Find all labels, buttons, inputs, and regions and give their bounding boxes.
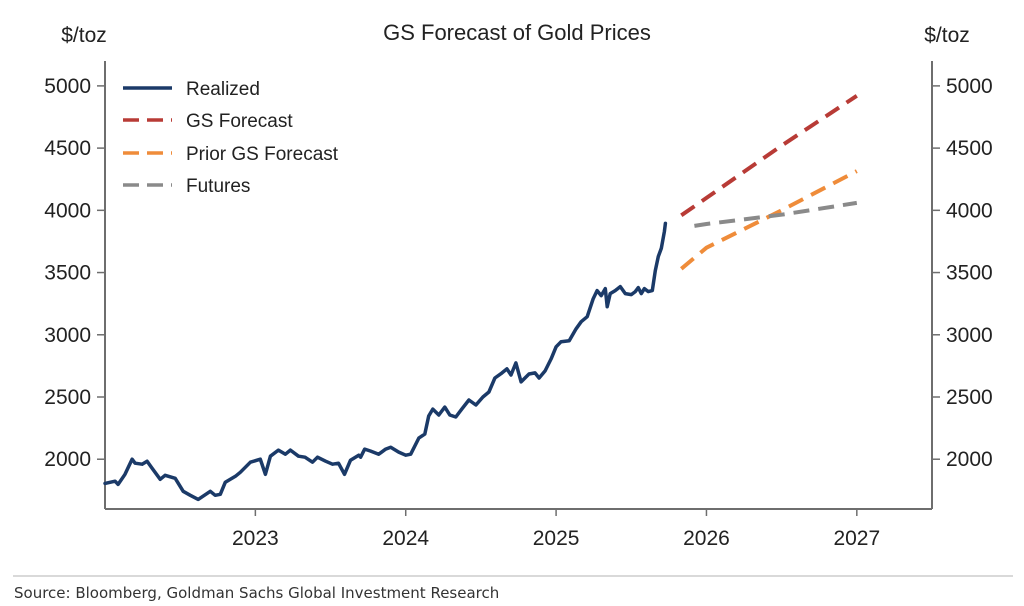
right-y-tick-label: 2500 xyxy=(946,386,993,409)
chart-title: GS Forecast of Gold Prices xyxy=(383,20,651,45)
series-line-futures xyxy=(694,200,858,228)
legend: Realized GS Forecast Prior GS Forecast F… xyxy=(123,79,339,197)
right-y-tick-label: 4500 xyxy=(946,137,993,160)
right-y-tick-label: 3500 xyxy=(946,262,993,285)
left-y-tick-label: 4000 xyxy=(44,199,91,222)
left-axis-unit-label: $/toz xyxy=(61,24,107,47)
x-tick-label: 2023 xyxy=(232,527,279,550)
left-y-tick-label: 4500 xyxy=(44,137,91,160)
right-axis-unit-label: $/toz xyxy=(924,24,970,47)
chart: GS Forecast of Gold Prices $/toz $/toz 2… xyxy=(44,20,993,550)
x-tick-label: 2026 xyxy=(683,527,730,550)
legend-label-realized: Realized xyxy=(186,79,260,100)
left-y-tick-label: 5000 xyxy=(44,75,91,98)
series-line-realized xyxy=(103,221,668,502)
x-tick-label: 2025 xyxy=(533,527,580,550)
source-note: Source: Bloomberg, Goldman Sachs Global … xyxy=(14,584,500,602)
right-y-tick-label: 2000 xyxy=(946,448,993,471)
left-y-tick-label: 2000 xyxy=(44,448,91,471)
right-y-tick-label: 4000 xyxy=(946,199,993,222)
legend-label-gs-forecast: GS Forecast xyxy=(186,111,293,132)
right-y-tick-label: 3000 xyxy=(946,324,993,347)
right-y-tick-label: 5000 xyxy=(946,75,993,98)
series-layer xyxy=(103,94,858,502)
legend-label-futures: Futures xyxy=(186,176,250,197)
series-line-gs-forecast xyxy=(680,94,858,217)
axes: 2000 2000 2500 2500 3000 3000 3500 3500 4000 4000… xyxy=(44,61,993,550)
left-y-tick-label: 2500 xyxy=(44,386,91,409)
x-tick-label: 2024 xyxy=(382,527,429,550)
left-y-tick-label: 3000 xyxy=(44,324,91,347)
source-separator xyxy=(13,575,1013,577)
legend-label-prior-gs-forecast: Prior GS Forecast xyxy=(186,144,339,165)
left-y-tick-label: 3500 xyxy=(44,262,91,285)
series-line-prior-gs-forecast xyxy=(680,169,858,271)
x-tick-label: 2027 xyxy=(833,527,880,550)
